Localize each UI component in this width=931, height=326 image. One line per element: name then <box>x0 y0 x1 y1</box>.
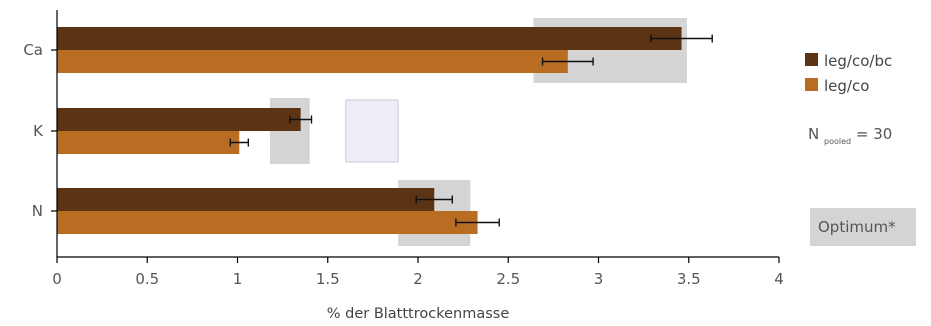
error-bars-layer <box>229 34 713 227</box>
x-tick-label: 2 <box>413 270 423 288</box>
x-tick-label: 1.5 <box>316 270 340 288</box>
error-bar-ca-leg-co <box>541 57 594 66</box>
x-tick-label: 0.5 <box>135 270 159 288</box>
bar-k-leg-co-bc <box>57 108 301 131</box>
x-tick-label: 3.5 <box>677 270 701 288</box>
x-tick-label: 3 <box>594 270 604 288</box>
bar-k-leg-co <box>57 131 240 154</box>
category-label-ca: Ca <box>23 41 43 59</box>
bar-ca-leg-co-bc <box>57 27 682 50</box>
x-tick-label: 4 <box>774 270 784 288</box>
legend-label-leg-co-bc: leg/co/bc <box>824 52 892 70</box>
bar-n-leg-co-bc <box>57 188 435 211</box>
category-label-k: K <box>33 122 44 140</box>
bar-n-leg-co <box>57 211 478 234</box>
legend-swatch-leg-co <box>805 78 818 91</box>
error-bar-ca-leg-co-bc <box>650 34 713 43</box>
n-pooled-annotation: N pooled = 30 <box>808 125 892 146</box>
category-labels: Ca K N <box>23 41 44 220</box>
x-ticks: 0 0.5 1 1.5 2 2.5 3 3.5 4 <box>51 49 784 288</box>
x-tick-label: 0 <box>52 270 62 288</box>
error-bar-n-leg-co <box>455 218 500 227</box>
x-tick-label: 1 <box>233 270 243 288</box>
optimum-legend-box <box>810 208 916 246</box>
legend-swatch-leg-co-bc <box>805 53 818 66</box>
bar-ca-leg-co <box>57 50 568 73</box>
highlight-box <box>345 99 399 163</box>
legend-label-leg-co: leg/co <box>824 77 869 95</box>
error-bar-k-leg-co-bc <box>289 115 313 124</box>
category-label-n: N <box>32 202 43 220</box>
optimum-legend-label: Optimum* <box>818 218 896 236</box>
error-bar-k-leg-co <box>229 138 250 147</box>
error-bar-n-leg-co-bc <box>415 195 453 204</box>
x-tick-label: 2.5 <box>496 270 520 288</box>
x-axis-title: % der Blatttrockenmasse <box>327 306 510 322</box>
legend: leg/co/bc leg/co <box>805 52 892 95</box>
bars-layer <box>57 27 682 234</box>
